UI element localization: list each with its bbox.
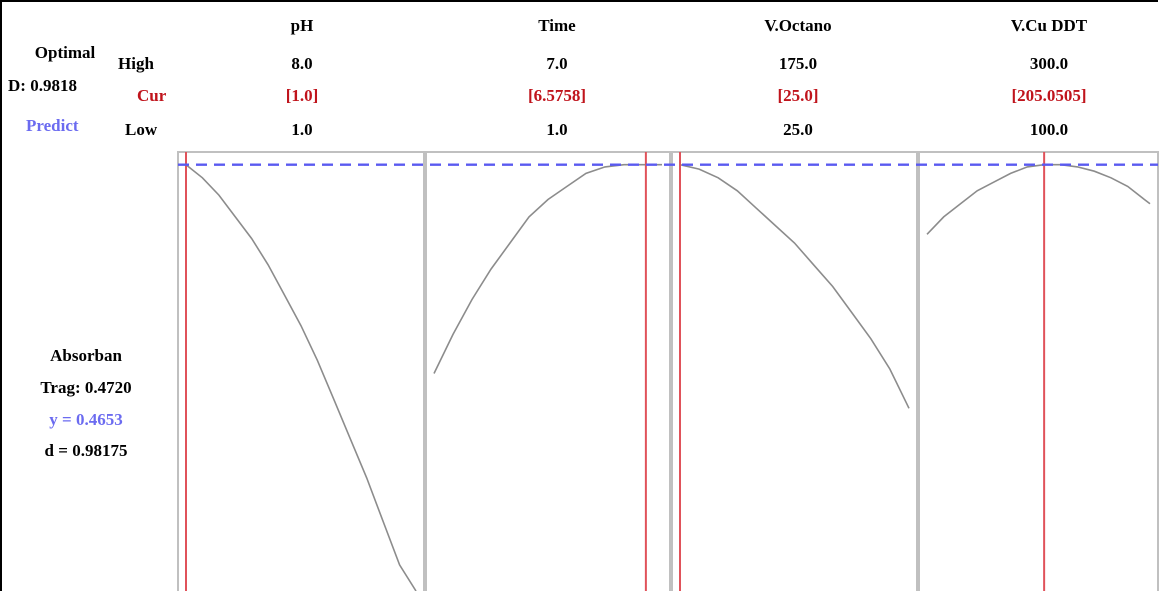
panel-3-border xyxy=(918,151,1159,591)
row-label-low: Low xyxy=(125,120,158,139)
predict-label: Predict xyxy=(26,116,79,135)
factor-3-name: V.Cu DDT xyxy=(1010,16,1088,35)
response-predicted: y = 0.4653 xyxy=(49,410,123,429)
response-name: Absorban xyxy=(50,346,122,365)
factor-1-high: 7.0 xyxy=(546,54,568,73)
factor-1-cur: [6.5758] xyxy=(527,86,587,105)
response-target: Trag: 0.4720 xyxy=(40,378,132,397)
panel-2-border xyxy=(671,151,918,591)
panel-2-curve xyxy=(679,163,910,409)
response-desirability: d = 0.98175 xyxy=(44,441,128,460)
row-label-high: High xyxy=(118,54,154,73)
factor-2-cur: [25.0] xyxy=(777,86,819,105)
overall-desirability: D: 0.9818 xyxy=(8,76,77,95)
panel-0-curve xyxy=(185,164,417,591)
factor-2-high: 175.0 xyxy=(778,54,818,73)
factor-0-high: 8.0 xyxy=(291,54,313,73)
factor-0-name: pH xyxy=(290,16,314,35)
factor-1-low: 1.0 xyxy=(546,120,568,139)
factor-3-high: 300.0 xyxy=(1029,54,1069,73)
factor-1-name: Time xyxy=(538,16,576,35)
optimal-label: Optimal xyxy=(34,43,96,62)
row-label-cur: Cur xyxy=(137,86,167,105)
factor-2-name: V.Octano xyxy=(764,16,832,35)
panel-0-border xyxy=(177,151,425,591)
factor-2-low: 25.0 xyxy=(783,120,813,139)
panel-1-border xyxy=(425,151,671,591)
panel-1-curve xyxy=(433,163,662,374)
factor-0-cur: [1.0] xyxy=(285,86,319,105)
factor-3-low: 100.0 xyxy=(1029,120,1069,139)
factor-3-cur: [205.0505] xyxy=(1011,86,1087,105)
factor-0-low: 1.0 xyxy=(291,120,313,139)
panel-3-curve xyxy=(926,163,1151,235)
